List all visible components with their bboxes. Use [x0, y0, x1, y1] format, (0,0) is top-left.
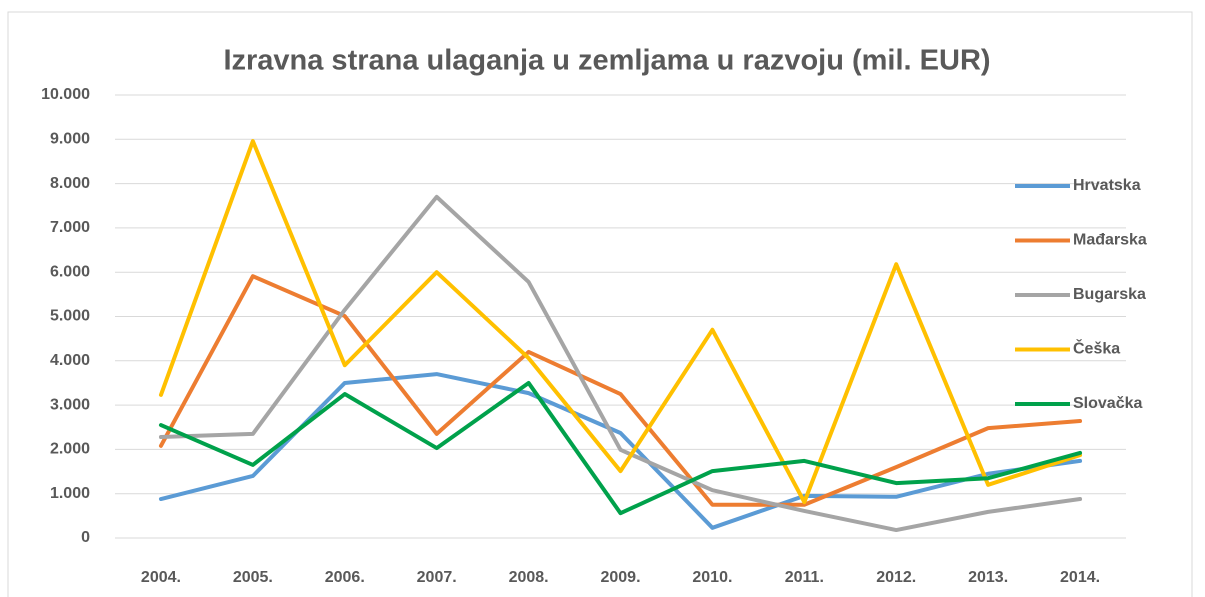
y-tick-label: 2.000: [50, 441, 90, 458]
y-tick-label: 10.000: [41, 86, 90, 103]
x-tick-label: 2012.: [876, 569, 916, 586]
chart-title: Izravna strana ulaganja u zemljama u raz…: [223, 45, 990, 77]
series-line: [158, 194, 1083, 533]
x-tick-label: 2013.: [968, 569, 1008, 586]
legend-label: Bugarska: [1073, 286, 1146, 303]
y-tick-label: 8.000: [50, 175, 90, 192]
y-tick-label: 0: [81, 529, 90, 546]
x-tick-label: 2005.: [233, 569, 273, 586]
y-tick-label: 6.000: [50, 263, 90, 280]
series-line: [158, 139, 1083, 505]
y-tick-label: 3.000: [50, 396, 90, 413]
y-tick-label: 9.000: [50, 131, 90, 148]
legend-label: Češka: [1073, 339, 1120, 358]
x-tick-label: 2011.: [785, 569, 824, 586]
legend-label: Slovačka: [1073, 395, 1142, 412]
series-line: [158, 274, 1083, 507]
x-tick-label: 2009.: [600, 569, 640, 586]
series-line: [158, 380, 1083, 516]
x-tick-label: 2010.: [692, 569, 732, 586]
legend-label: Hrvatska: [1073, 177, 1141, 194]
chart-frame: [7, 11, 1193, 597]
y-tick-label: 1.000: [50, 485, 90, 502]
series-line: [158, 372, 1083, 530]
y-tick-label: 7.000: [50, 219, 90, 236]
y-tick-label: 5.000: [50, 308, 90, 325]
x-tick-label: 2004.: [141, 569, 181, 586]
x-tick-label: 2007.: [417, 569, 457, 586]
y-tick-label: 4.000: [50, 352, 90, 369]
x-tick-label: 2008.: [509, 569, 549, 586]
x-tick-label: 2014.: [1060, 569, 1100, 586]
x-tick-label: 2006.: [325, 569, 365, 586]
legend-label: Mađarska: [1073, 232, 1147, 249]
